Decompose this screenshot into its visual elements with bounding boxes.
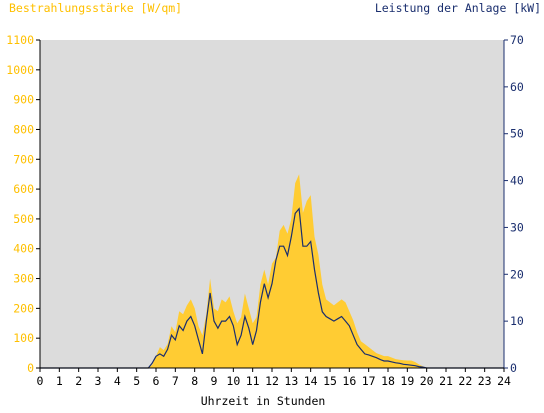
x-tick-label: 11 bbox=[246, 374, 260, 388]
x-tick-label: 0 bbox=[37, 374, 44, 388]
x-tick-label: 24 bbox=[497, 374, 511, 388]
x-tick-label: 5 bbox=[133, 374, 140, 388]
right-tick-label: 0 bbox=[510, 361, 517, 375]
right-tick-label: 60 bbox=[510, 80, 524, 94]
x-tick-label: 17 bbox=[362, 374, 376, 388]
x-tick-label: 18 bbox=[381, 374, 395, 388]
left-tick-label: 600 bbox=[13, 182, 34, 196]
x-tick-label: 16 bbox=[342, 374, 356, 388]
right-tick-label: 10 bbox=[510, 314, 524, 328]
x-tick-label: 14 bbox=[304, 374, 318, 388]
left-tick-label: 700 bbox=[13, 152, 34, 166]
x-axis-label: Uhrzeit in Stunden bbox=[201, 394, 326, 408]
x-tick-label: 3 bbox=[95, 374, 102, 388]
right-tick-label: 40 bbox=[510, 174, 524, 188]
x-tick-label: 12 bbox=[265, 374, 279, 388]
x-tick-label: 19 bbox=[400, 374, 414, 388]
right-tick-label: 70 bbox=[510, 33, 524, 47]
x-tick-label: 6 bbox=[153, 374, 160, 388]
x-tick-label: 2 bbox=[75, 374, 82, 388]
right-tick-label: 30 bbox=[510, 220, 524, 234]
left-tick-label: 800 bbox=[13, 122, 34, 136]
x-tick-label: 9 bbox=[211, 374, 218, 388]
left-tick-label: 100 bbox=[13, 331, 34, 345]
left-tick-label: 400 bbox=[13, 242, 34, 256]
left-tick-label: 500 bbox=[13, 212, 34, 226]
left-tick-label: 300 bbox=[13, 272, 34, 286]
left-tick-label: 1000 bbox=[6, 63, 34, 77]
left-tick-label: 1100 bbox=[6, 33, 34, 47]
left-tick-label: 200 bbox=[13, 301, 34, 315]
x-tick-label: 21 bbox=[439, 374, 453, 388]
x-tick-label: 13 bbox=[284, 374, 298, 388]
x-tick-label: 15 bbox=[323, 374, 337, 388]
irradiance-area-series bbox=[40, 174, 504, 368]
right-tick-label: 20 bbox=[510, 267, 524, 281]
left-axis-title: Bestrahlungsstärke [W/qm] bbox=[9, 1, 182, 15]
power-line-series bbox=[40, 207, 504, 369]
x-tick-label: 22 bbox=[458, 374, 472, 388]
left-tick-label: 900 bbox=[13, 93, 34, 107]
x-tick-label: 4 bbox=[114, 374, 121, 388]
x-tick-label: 8 bbox=[191, 374, 198, 388]
x-tick-label: 23 bbox=[478, 374, 492, 388]
right-tick-label: 50 bbox=[510, 127, 524, 141]
x-tick-label: 7 bbox=[172, 374, 179, 388]
right-axis-title: Leistung der Anlage [kW] bbox=[375, 1, 541, 15]
x-tick-label: 1 bbox=[56, 374, 63, 388]
x-tick-label: 10 bbox=[226, 374, 240, 388]
x-tick-label: 20 bbox=[420, 374, 434, 388]
left-tick-label: 0 bbox=[27, 361, 34, 375]
